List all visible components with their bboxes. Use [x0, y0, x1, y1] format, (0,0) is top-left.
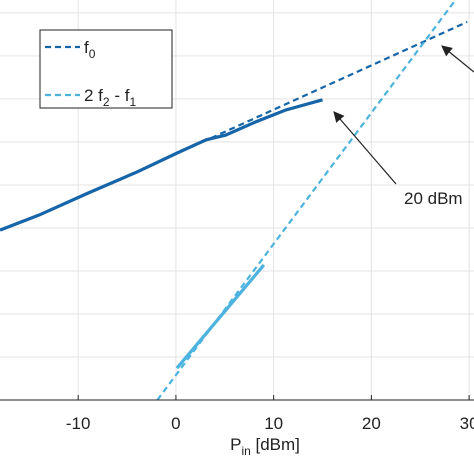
- legend-box: [39, 29, 173, 109]
- series-line: [175, 263, 266, 370]
- label-part: - f: [110, 86, 130, 105]
- legend: f0 2 f2 - f1: [45, 38, 136, 109]
- series-line: [0, 98, 323, 232]
- annotation-arrow: [333, 111, 397, 185]
- subscript: 2: [103, 95, 110, 109]
- legend-frame: [39, 29, 173, 109]
- series-line: [210, 20, 468, 140]
- label-part: f: [84, 38, 89, 57]
- subscript: 0: [89, 47, 96, 61]
- x-tick-label: 20: [362, 414, 381, 433]
- label-part: 2 f: [84, 86, 103, 105]
- label-part: [dBm]: [251, 435, 300, 454]
- lines: [0, 0, 468, 401]
- annotation: 20 dBm: [404, 189, 463, 208]
- x-tick-label: 0: [171, 414, 180, 433]
- x-tick-label: -10: [66, 414, 91, 433]
- annotation-arrow: [441, 45, 474, 73]
- legend-label: f0: [84, 38, 96, 61]
- subscript: in: [241, 444, 250, 458]
- label-part: P: [230, 435, 241, 454]
- legend-label: 2 f2 - f1: [84, 86, 136, 109]
- x-tick-label: 30: [460, 414, 474, 433]
- x-axis-label: Pin [dBm]: [230, 435, 300, 458]
- subscript: 1: [129, 95, 136, 109]
- x-tick-label: 10: [264, 414, 283, 433]
